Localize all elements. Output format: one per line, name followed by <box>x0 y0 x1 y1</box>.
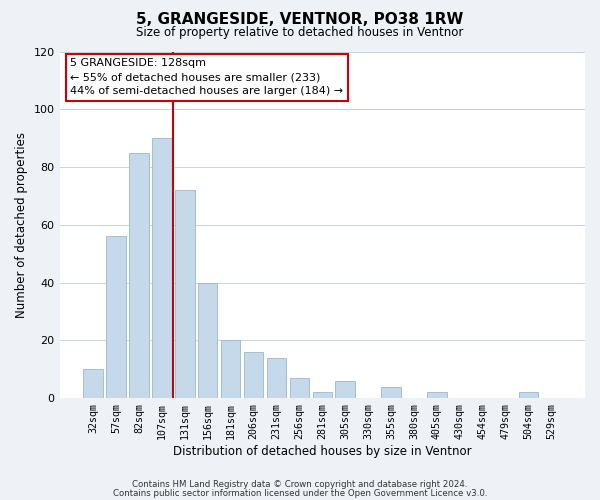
Bar <box>152 138 172 398</box>
Bar <box>290 378 309 398</box>
Bar <box>83 369 103 398</box>
Text: Contains HM Land Registry data © Crown copyright and database right 2024.: Contains HM Land Registry data © Crown c… <box>132 480 468 489</box>
Y-axis label: Number of detached properties: Number of detached properties <box>15 132 28 318</box>
Text: Contains public sector information licensed under the Open Government Licence v3: Contains public sector information licen… <box>113 489 487 498</box>
Bar <box>313 392 332 398</box>
Bar <box>267 358 286 398</box>
Text: 5, GRANGESIDE, VENTNOR, PO38 1RW: 5, GRANGESIDE, VENTNOR, PO38 1RW <box>136 12 464 28</box>
Bar <box>381 386 401 398</box>
Bar <box>221 340 241 398</box>
Bar <box>335 381 355 398</box>
Bar <box>129 152 149 398</box>
Text: Size of property relative to detached houses in Ventnor: Size of property relative to detached ho… <box>136 26 464 39</box>
Bar <box>198 282 217 398</box>
Bar <box>427 392 446 398</box>
Bar <box>519 392 538 398</box>
Bar <box>106 236 126 398</box>
X-axis label: Distribution of detached houses by size in Ventnor: Distribution of detached houses by size … <box>173 444 472 458</box>
Text: 5 GRANGESIDE: 128sqm
← 55% of detached houses are smaller (233)
44% of semi-deta: 5 GRANGESIDE: 128sqm ← 55% of detached h… <box>70 58 343 96</box>
Bar <box>244 352 263 398</box>
Bar <box>175 190 194 398</box>
